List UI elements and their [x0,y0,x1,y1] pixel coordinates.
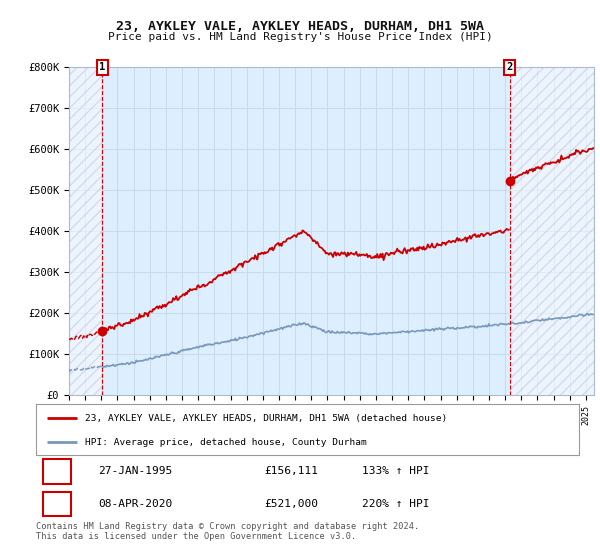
Text: Price paid vs. HM Land Registry's House Price Index (HPI): Price paid vs. HM Land Registry's House … [107,32,493,42]
Text: HPI: Average price, detached house, County Durham: HPI: Average price, detached house, Coun… [85,437,367,447]
Text: 1: 1 [53,466,60,477]
Text: 23, AYKLEY VALE, AYKLEY HEADS, DURHAM, DH1 5WA (detached house): 23, AYKLEY VALE, AYKLEY HEADS, DURHAM, D… [85,414,447,423]
FancyBboxPatch shape [43,459,71,483]
Text: Contains HM Land Registry data © Crown copyright and database right 2024.
This d: Contains HM Land Registry data © Crown c… [36,522,419,542]
Text: 1: 1 [100,62,106,72]
Text: 133% ↑ HPI: 133% ↑ HPI [362,466,430,477]
Text: 27-JAN-1995: 27-JAN-1995 [98,466,173,477]
Text: £521,000: £521,000 [264,499,318,509]
Text: 08-APR-2020: 08-APR-2020 [98,499,173,509]
Text: 23, AYKLEY VALE, AYKLEY HEADS, DURHAM, DH1 5WA: 23, AYKLEY VALE, AYKLEY HEADS, DURHAM, D… [116,20,484,32]
FancyBboxPatch shape [43,492,71,516]
Text: 2: 2 [53,499,60,509]
Text: £156,111: £156,111 [264,466,318,477]
Text: 2: 2 [506,62,512,72]
Text: 220% ↑ HPI: 220% ↑ HPI [362,499,430,509]
